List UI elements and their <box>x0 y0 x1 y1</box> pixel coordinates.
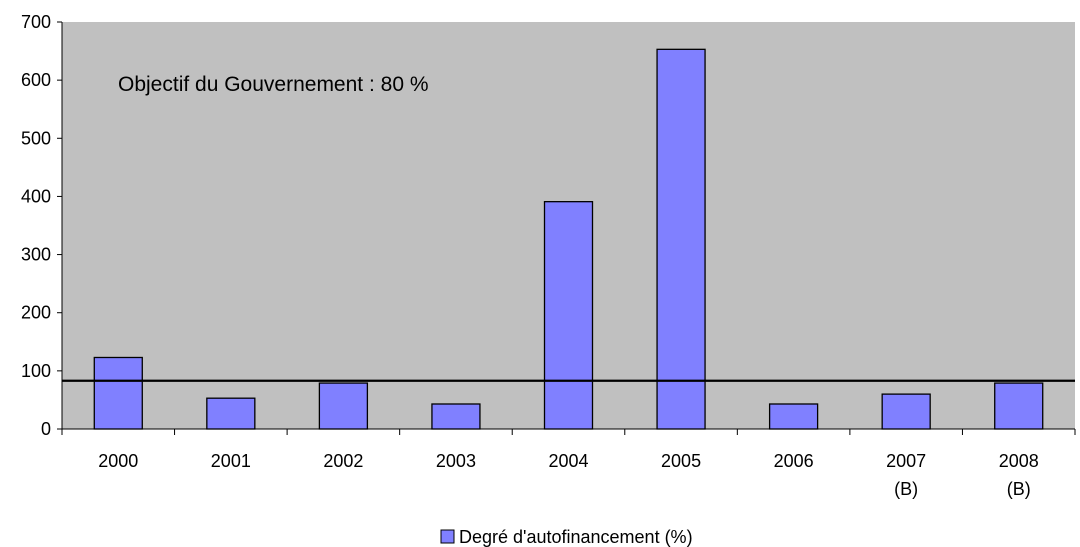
y-tick-label: 700 <box>21 12 51 32</box>
y-axis: 0 100 200 300 400 500 600 700 <box>21 12 63 439</box>
x-tick-label: (B) <box>894 479 918 499</box>
x-tick-label: 2007 <box>886 451 926 471</box>
x-tick-label: 2006 <box>774 451 814 471</box>
legend-label: Degré d'autofinancement (%) <box>459 527 693 547</box>
bar-2002 <box>318 382 369 430</box>
bar-2001 <box>206 397 256 430</box>
y-tick-label: 100 <box>21 361 51 381</box>
x-tick-label: 2000 <box>98 451 138 471</box>
bars <box>93 48 1044 430</box>
y-tick-label: 500 <box>21 128 51 148</box>
legend-swatch <box>440 529 455 544</box>
x-tick-label: 2008 <box>999 451 1039 471</box>
x-axis: 2000 2001 2002 2003 2004 2005 2006 2007 (B) 2008 (… <box>61 428 1076 499</box>
bar-2000 <box>93 356 143 430</box>
y-tick-label: 600 <box>21 70 51 90</box>
bar-2007-b <box>881 393 931 430</box>
y-tick-label: 400 <box>21 186 51 206</box>
bar-2004 <box>543 201 594 430</box>
bar-2006 <box>768 403 819 430</box>
x-tick-label: 2002 <box>323 451 363 471</box>
government-target-annotation: Objectif du Gouvernement : 80 % <box>118 73 429 96</box>
x-tick-label: 2004 <box>548 451 588 471</box>
y-tick-label: 0 <box>41 419 51 439</box>
y-tick-label: 300 <box>21 245 51 265</box>
x-tick-label: (B) <box>1007 479 1031 499</box>
x-tick-label: 2001 <box>211 451 251 471</box>
bar-2008-b <box>994 382 1044 430</box>
y-tick-label: 200 <box>21 303 51 323</box>
x-tick-label: 2005 <box>661 451 701 471</box>
bar-2005 <box>656 48 706 430</box>
legend: Degré d'autofinancement (%) <box>440 527 693 547</box>
x-tick-label: 2003 <box>436 451 476 471</box>
bar-2003 <box>431 403 481 430</box>
